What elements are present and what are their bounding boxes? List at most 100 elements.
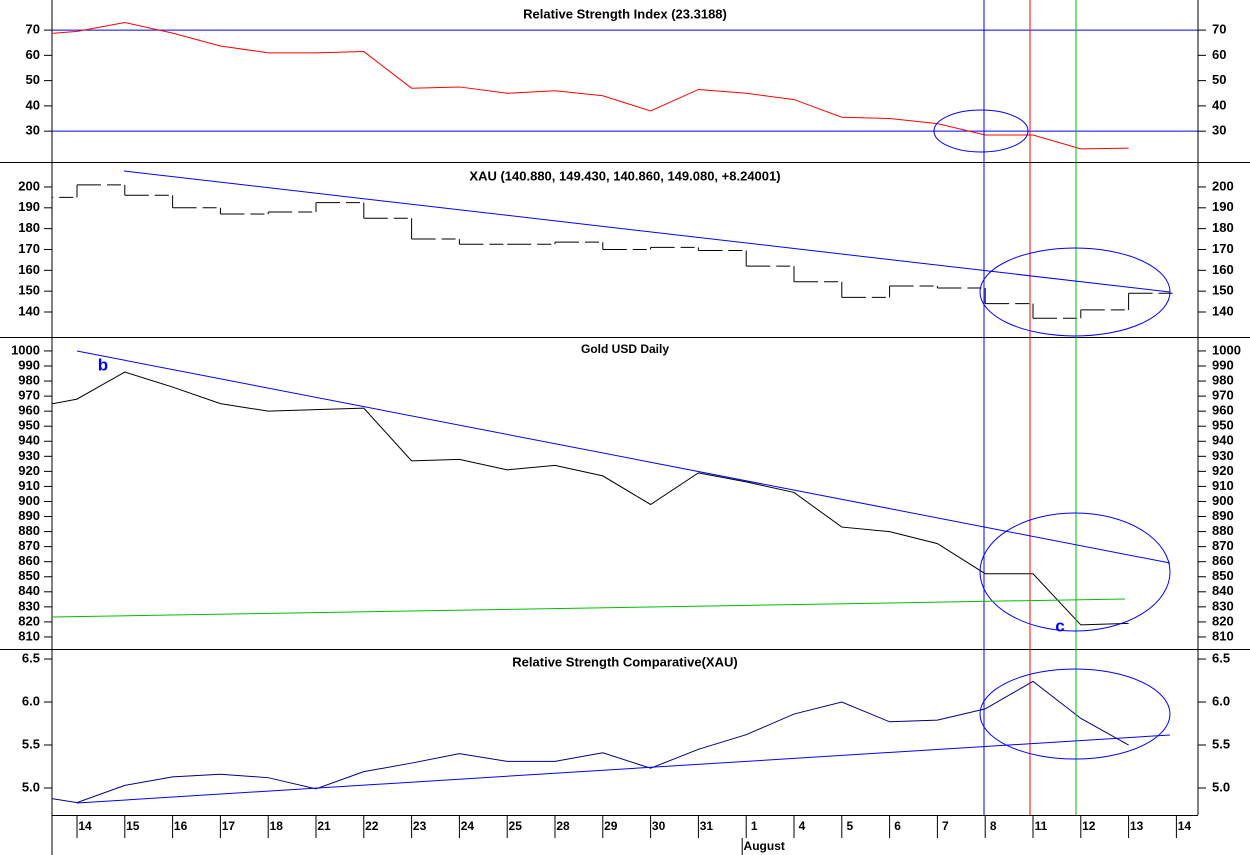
y-tick-label: 890: [1212, 508, 1234, 523]
panel-title: XAU (140.880, 149.430, 140.860, 149.080,…: [469, 168, 780, 183]
y-tick-label: 970: [1212, 388, 1234, 403]
annotations: [51, 0, 1171, 815]
y-tick-label: 200: [18, 178, 40, 193]
x-tick-label: 11: [1035, 819, 1048, 833]
y-tick-label: 60: [26, 47, 40, 62]
y-tick-label: 180: [18, 220, 40, 235]
annotation-label: c: [1055, 616, 1064, 635]
x-tick-label: 8: [990, 819, 997, 833]
y-tick-label: 990: [1212, 357, 1234, 372]
data-line: [52, 680, 1129, 804]
y-tick-label: 820: [1212, 613, 1234, 628]
y-tick-label: 5.0: [22, 779, 40, 794]
y-tick-label: 940: [1212, 433, 1234, 448]
y-tick-label: 930: [18, 448, 40, 463]
y-tick-label: 840: [1212, 583, 1234, 598]
y-tick-label: 140: [18, 303, 40, 318]
x-tick-label: 7: [942, 819, 949, 833]
x-tick-label: 12: [1082, 819, 1096, 833]
trend-line: [76, 734, 1171, 804]
y-tick-label: 40: [26, 97, 40, 112]
x-tick-label: 31: [700, 819, 714, 833]
y-tick-label: 50: [26, 72, 40, 87]
y-tick-label: 820: [18, 613, 40, 628]
y-tick-label: 900: [18, 493, 40, 508]
y-tick-label: 40: [1212, 97, 1226, 112]
y-tick-label: 70: [26, 22, 40, 37]
x-tick-label: 15: [126, 819, 140, 833]
y-tick-label: 870: [18, 538, 40, 553]
x-tick-label: 24: [461, 819, 475, 833]
x-tick-label: 28: [556, 819, 570, 833]
y-tick-label: 6.0: [22, 693, 40, 708]
x-tick-label: 29: [604, 819, 618, 833]
x-tick-label: 13: [1130, 819, 1144, 833]
y-tick-label: 190: [1212, 199, 1234, 214]
y-tick-label: 160: [18, 262, 40, 277]
y-tick-label: 6.5: [1212, 650, 1230, 665]
highlight-ellipse: [933, 109, 1029, 153]
y-tick-label: 920: [18, 463, 40, 478]
y-tick-label: 860: [1212, 553, 1234, 568]
x-tick-label: 21: [317, 819, 331, 833]
y-tick-label: 900: [1212, 493, 1234, 508]
y-tick-label: 1000: [11, 342, 40, 357]
y-tick-label: 910: [18, 478, 40, 493]
y-tick-label: 830: [18, 598, 40, 613]
y-tick-label: 970: [18, 388, 40, 403]
annotation-label: b: [98, 355, 108, 374]
y-tick-label: 5.5: [1212, 736, 1230, 751]
y-tick-label: 940: [18, 433, 40, 448]
y-tick-label: 140: [1212, 303, 1234, 318]
y-tick-label: 50: [1212, 72, 1226, 87]
y-tick-label: 810: [1212, 628, 1234, 643]
y-tick-label: 810: [18, 628, 40, 643]
y-tick-label: 170: [18, 241, 40, 256]
trend-line: [51, 598, 1126, 618]
y-tick-label: 840: [18, 583, 40, 598]
y-tick-label: 930: [1212, 448, 1234, 463]
y-tick-label: 920: [1212, 463, 1234, 478]
y-tick-label: 860: [18, 553, 40, 568]
y-tick-label: 910: [1212, 478, 1234, 493]
y-tick-label: 880: [1212, 523, 1234, 538]
y-tick-label: 150: [18, 283, 40, 298]
y-tick-label: 160: [1212, 262, 1234, 277]
x-tick-label: 4: [799, 819, 806, 833]
x-tick-label: 6: [894, 819, 901, 833]
y-tick-label: 5.0: [1212, 779, 1230, 794]
y-tick-label: 950: [18, 418, 40, 433]
panel-title: Gold USD Daily: [581, 342, 669, 356]
y-tick-label: 200: [1212, 178, 1234, 193]
y-tick-label: 150: [1212, 283, 1234, 298]
x-tick-label: 23: [413, 819, 427, 833]
x-tick-label: 14: [78, 819, 92, 833]
y-tick-label: 1000: [1212, 342, 1241, 357]
x-tick-label: 22: [365, 819, 379, 833]
y-tick-label: 880: [18, 523, 40, 538]
x-tick-label: 5: [846, 819, 853, 833]
plot-area: [52, 680, 1129, 804]
y-tick-label: 60: [1212, 47, 1226, 62]
plot-area: [52, 184, 1173, 319]
y-tick-label: 850: [18, 568, 40, 583]
y-tick-label: 960: [1212, 403, 1234, 418]
x-group-label: August: [744, 839, 785, 853]
trend-line: [76, 350, 1171, 564]
y-tick-label: 830: [1212, 598, 1234, 613]
y-tick-label: 30: [1212, 123, 1226, 138]
x-tick-label: 17: [222, 819, 236, 833]
y-tick-label: 180: [1212, 220, 1234, 235]
x-tick-label: 30: [652, 819, 666, 833]
y-tick-label: 960: [18, 403, 40, 418]
x-tick-label: 1: [751, 819, 758, 833]
y-tick-label: 850: [1212, 568, 1234, 583]
data-line: [52, 371, 1129, 626]
y-tick-label: 980: [1212, 372, 1234, 387]
y-tick-label: 170: [1212, 241, 1234, 256]
x-tick-label: 25: [509, 819, 523, 833]
plot-area: [52, 21, 1198, 150]
y-tick-label: 70: [1212, 22, 1226, 37]
y-tick-label: 990: [18, 357, 40, 372]
